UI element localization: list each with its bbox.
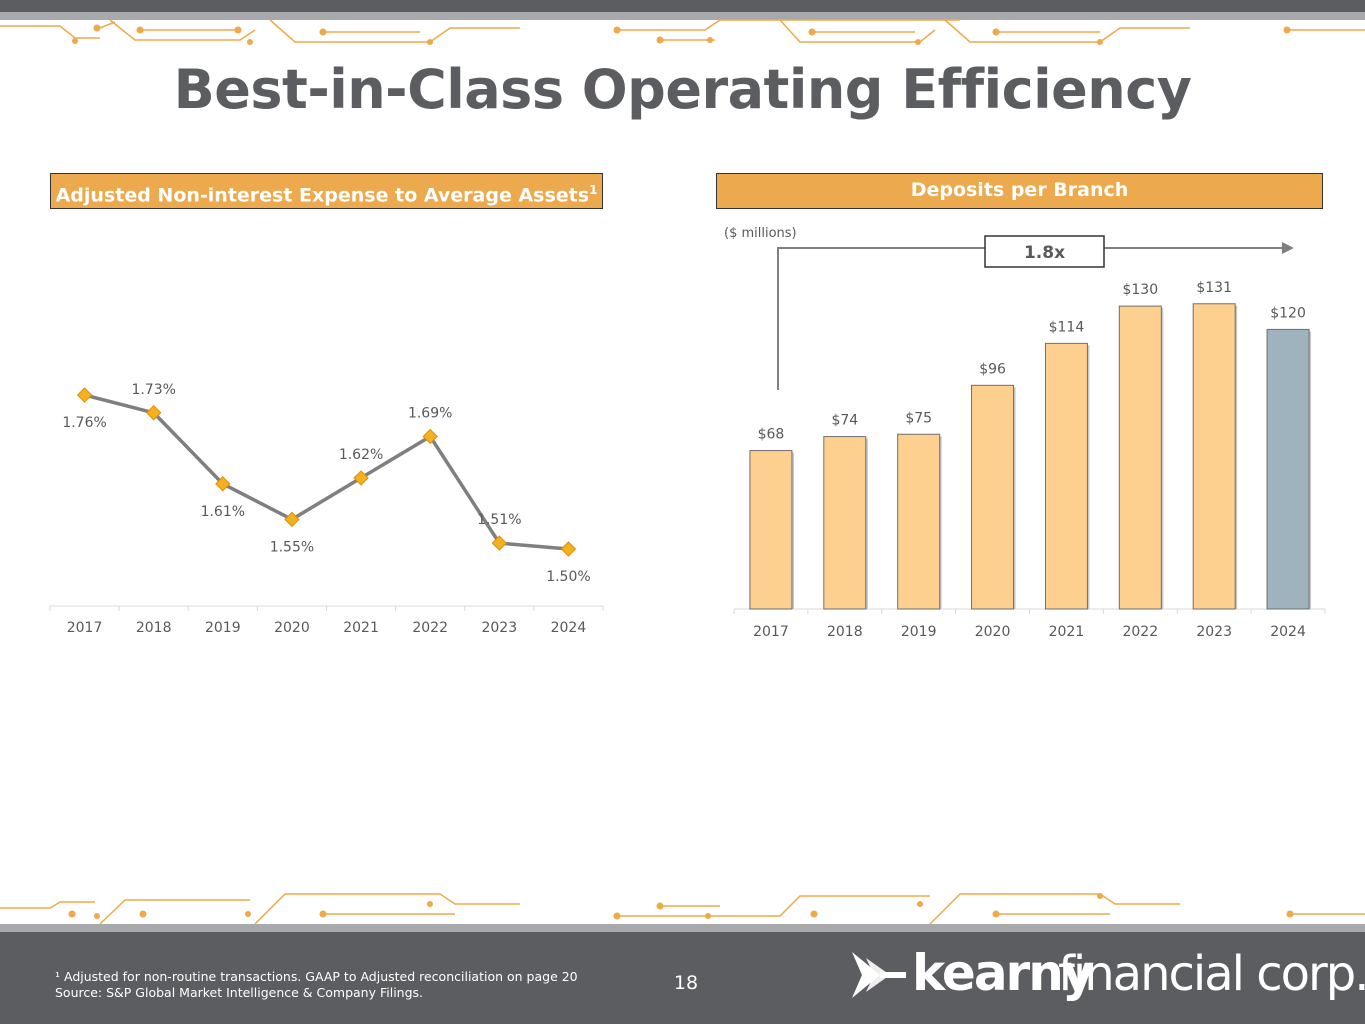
line-chart-marker bbox=[284, 511, 300, 528]
line-chart-data-label: 1.50% bbox=[546, 569, 590, 585]
line-chart-marker bbox=[76, 387, 93, 403]
line-chart-data-label: 1.69% bbox=[408, 405, 452, 421]
growth-label-box bbox=[984, 235, 1105, 268]
line-chart-marker bbox=[560, 541, 577, 557]
line-chart-series bbox=[84, 393, 569, 551]
line-chart-x-label: 2024 bbox=[551, 620, 587, 636]
line-chart-data-label: 1.61% bbox=[201, 504, 245, 520]
line-chart-x-label: 2017 bbox=[67, 620, 103, 636]
page-number: 18 bbox=[673, 972, 699, 994]
line-chart-marker bbox=[145, 405, 162, 421]
footer-accent bbox=[0, 924, 1365, 932]
bar bbox=[749, 450, 793, 610]
bar-chart-x-label: 2024 bbox=[1270, 624, 1306, 640]
line-chart-data-label: 1.55% bbox=[270, 539, 314, 555]
bar bbox=[1118, 305, 1162, 610]
line-chart-header: Adjusted Non-interest Expense to Average… bbox=[50, 173, 603, 209]
bar bbox=[1192, 303, 1236, 610]
line-chart-x-label: 2019 bbox=[205, 620, 241, 636]
growth-label: 1.8x bbox=[1024, 243, 1065, 263]
bar-chart-x-label: 2020 bbox=[975, 624, 1011, 640]
line-chart-data-label: 1.51% bbox=[477, 512, 521, 528]
line-chart-marker bbox=[353, 470, 369, 486]
bar-chart-title: Deposits per Branch bbox=[910, 179, 1129, 201]
line-chart-x-label: 2022 bbox=[412, 620, 448, 636]
bar-data-label: $68 bbox=[758, 427, 785, 443]
line-chart-marker bbox=[422, 428, 438, 445]
bar-chart-unit-note: ($ millions) bbox=[724, 226, 797, 241]
bar bbox=[823, 436, 867, 610]
bar-data-label: $130 bbox=[1122, 282, 1158, 298]
bar-data-label: $96 bbox=[979, 361, 1006, 377]
line-chart-x-label: 2021 bbox=[343, 620, 379, 636]
footnote-adjustment: ¹ Adjusted for non-routine transactions.… bbox=[55, 969, 578, 984]
top-bar-accent bbox=[0, 12, 1365, 20]
bar-chart-header: Deposits per Branch bbox=[716, 173, 1323, 209]
bar bbox=[971, 384, 1015, 610]
bar-data-label: $75 bbox=[905, 410, 932, 426]
line-chart-x-label: 2023 bbox=[481, 620, 517, 636]
bar-data-label: $74 bbox=[831, 413, 858, 429]
bar-chart-x-label: 2023 bbox=[1196, 624, 1232, 640]
bar bbox=[1266, 328, 1310, 610]
line-chart-x-label: 2018 bbox=[136, 620, 172, 636]
bar-data-label: $120 bbox=[1270, 305, 1306, 321]
bar-chart-x-label: 2018 bbox=[827, 624, 863, 640]
logo-arrow-icon bbox=[852, 952, 906, 998]
bar-data-label: $114 bbox=[1049, 319, 1085, 335]
line-chart-marker bbox=[491, 535, 508, 551]
bar-data-label: $131 bbox=[1196, 280, 1232, 296]
footnote-source: Source: S&P Global Market Intelligence &… bbox=[55, 985, 424, 1000]
line-chart-data-label: 1.62% bbox=[339, 447, 383, 463]
top-bar bbox=[0, 0, 1365, 12]
logo-tagline: financial corp. bbox=[1058, 946, 1365, 1002]
bar bbox=[1044, 342, 1088, 610]
footnote-marker: 1 bbox=[589, 183, 598, 197]
line-chart-data-label: 1.73% bbox=[131, 382, 175, 398]
line-chart-title: Adjusted Non-interest Expense to Average… bbox=[55, 184, 590, 207]
logo-wordmark: kearny bbox=[912, 944, 1094, 1002]
bar-chart-x-label: 2019 bbox=[901, 624, 937, 640]
bar bbox=[897, 433, 941, 610]
line-chart-data-label: 1.76% bbox=[62, 415, 106, 431]
footer: ¹ Adjusted for non-routine transactions.… bbox=[0, 932, 1365, 1024]
circuit-decoration-bottom bbox=[0, 893, 1365, 925]
line-chart-marker bbox=[215, 476, 231, 492]
growth-arrowhead-icon bbox=[1282, 242, 1294, 254]
circuit-decoration-top bbox=[0, 19, 1365, 45]
bar-chart-x-label: 2022 bbox=[1122, 624, 1158, 640]
footnote: ¹ Adjusted for non-routine transactions.… bbox=[55, 969, 578, 1001]
line-chart-x-label: 2020 bbox=[274, 620, 310, 636]
slide-title: Best-in-Class Operating Efficiency bbox=[173, 58, 1192, 121]
bar-chart-x-label: 2017 bbox=[753, 624, 789, 640]
bar-chart-x-label: 2021 bbox=[1049, 624, 1085, 640]
